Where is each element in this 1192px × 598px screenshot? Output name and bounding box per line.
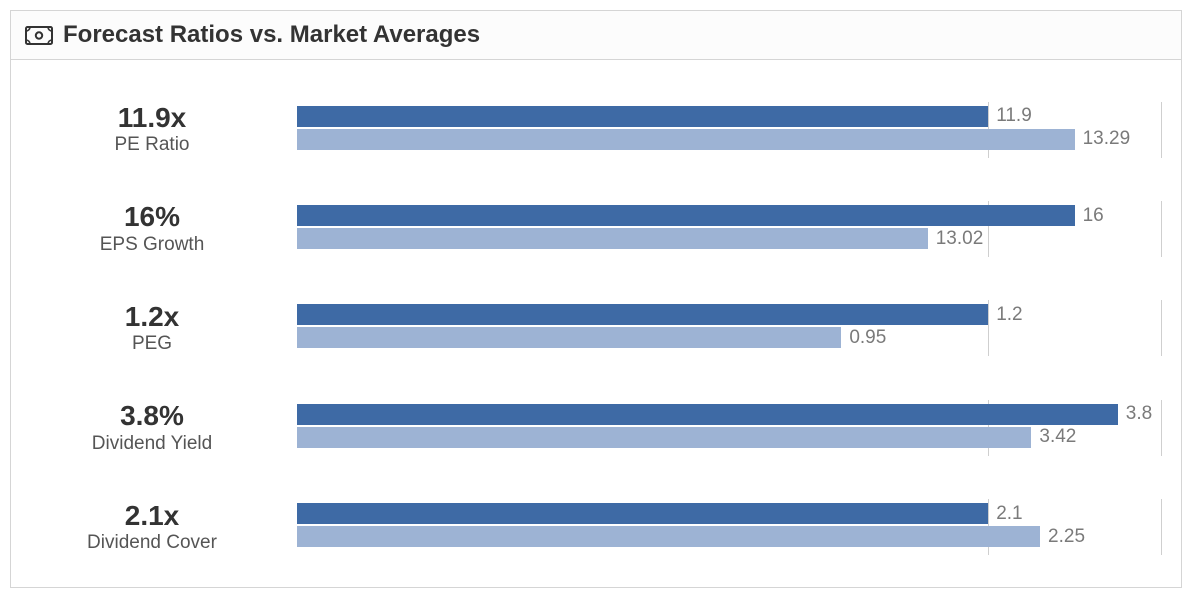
ratio-display-value: 2.1x [17,501,287,530]
ratio-name: EPS Growth [17,234,287,256]
secondary-bar-value: 0.95 [849,327,886,349]
ratio-display-value: 16% [17,202,287,231]
ratio-name: Dividend Yield [17,433,287,455]
secondary-bar: 0.95 [297,327,841,348]
primary-bar: 16 [297,205,1075,226]
ratio-name: PEG [17,333,287,355]
secondary-bar-value: 2.25 [1048,526,1085,548]
ratio-display-value: 11.9x [17,103,287,132]
ratio-display-value: 3.8% [17,401,287,430]
ratio-row: 11.9xPE Ratio11.913.29 [17,102,1161,158]
secondary-bar-value: 13.02 [936,228,984,250]
gridline [988,300,989,356]
panel-body: 11.9xPE Ratio11.913.2916%EPS Growth1613.… [11,60,1181,587]
gridline [1161,499,1162,555]
gridline [1161,102,1162,158]
ratio-name: Dividend Cover [17,532,287,554]
forecast-ratios-panel: Forecast Ratios vs. Market Averages 11.9… [10,10,1182,588]
primary-bar-value: 2.1 [996,503,1022,525]
ratio-row: 2.1xDividend Cover2.12.25 [17,499,1161,555]
secondary-bar: 2.25 [297,526,1040,547]
money-bill-icon [25,26,53,45]
ratio-label-col: 1.2xPEG [17,302,297,355]
primary-bar: 1.2 [297,304,988,325]
primary-bar-value: 16 [1083,205,1104,227]
primary-bar: 11.9 [297,106,988,127]
bars-col: 11.913.29 [297,102,1161,158]
secondary-bar: 13.29 [297,129,1075,150]
ratio-label-col: 2.1xDividend Cover [17,501,297,554]
primary-bar-value: 1.2 [996,304,1022,326]
primary-bar-value: 3.8 [1126,403,1152,425]
ratio-display-value: 1.2x [17,302,287,331]
gridline [1161,400,1162,456]
panel-header: Forecast Ratios vs. Market Averages [11,11,1181,60]
secondary-bar: 3.42 [297,427,1031,448]
ratio-row: 3.8%Dividend Yield3.83.42 [17,400,1161,456]
ratio-row: 16%EPS Growth1613.02 [17,201,1161,257]
bars-col: 2.12.25 [297,499,1161,555]
bars-col: 1.20.95 [297,300,1161,356]
primary-bar-value: 11.9 [996,105,1032,127]
primary-bar: 2.1 [297,503,988,524]
secondary-bar-value: 3.42 [1039,426,1076,448]
gridline [1161,201,1162,257]
ratio-label-col: 3.8% Dividend Yield [17,401,297,454]
gridline [1161,300,1162,356]
secondary-bar-value: 13.29 [1083,128,1131,150]
bars-col: 3.83.42 [297,400,1161,456]
ratio-name: PE Ratio [17,134,287,156]
bars-col: 1613.02 [297,201,1161,257]
ratio-label-col: 16% EPS Growth [17,202,297,255]
secondary-bar: 13.02 [297,228,928,249]
primary-bar: 3.8 [297,404,1118,425]
ratio-label-col: 11.9xPE Ratio [17,103,297,156]
ratio-row: 1.2xPEG1.20.95 [17,300,1161,356]
panel-title: Forecast Ratios vs. Market Averages [63,21,480,49]
